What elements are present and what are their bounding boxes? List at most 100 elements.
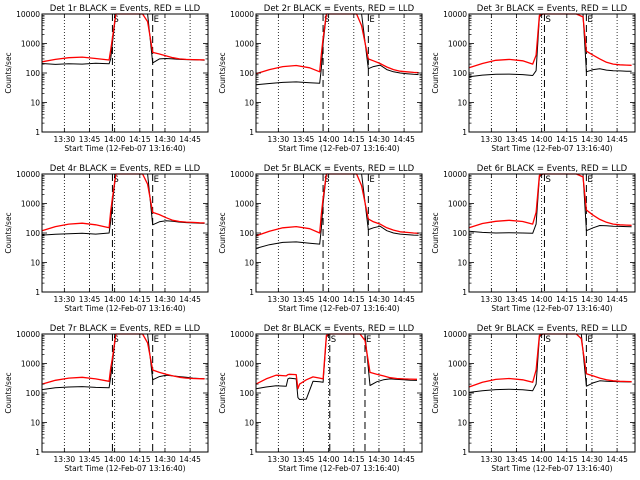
y-axis-label: Counts/sec xyxy=(218,372,227,413)
end-marker-label: E xyxy=(587,335,592,345)
x-tick-label: 14:00 xyxy=(104,135,126,144)
y-axis-label: Counts/sec xyxy=(4,372,13,413)
chart-title: Det 8r BLACK = Events, RED = LLD xyxy=(264,324,415,334)
x-tick-label: 13:30 xyxy=(54,295,76,304)
y-axis-label: Counts/sec xyxy=(218,52,227,93)
end-marker-label: E xyxy=(369,15,374,25)
events-series-line xyxy=(255,173,419,249)
y-tick-label: 1000 xyxy=(235,360,254,369)
x-tick-label: 14:30 xyxy=(368,295,390,304)
y-axis-label: Counts/sec xyxy=(218,212,227,253)
x-tick-label: 13:30 xyxy=(481,455,503,464)
y-tick-label: 1000 xyxy=(21,360,40,369)
x-tick-label: 14:45 xyxy=(606,455,628,464)
end-marker-label: E xyxy=(154,15,159,25)
x-tick-label: 14:15 xyxy=(129,135,151,144)
y-tick-label: 100 xyxy=(26,229,41,238)
chart-title: Det 9r BLACK = Events, RED = LLD xyxy=(477,324,628,334)
y-tick-label: 10 xyxy=(30,99,40,108)
y-tick-label: 1000 xyxy=(235,200,254,209)
lld-series-line xyxy=(255,173,419,237)
end-marker-label: E xyxy=(366,335,371,345)
y-tick-label: 10000 xyxy=(230,10,254,19)
x-tick-label: 13:45 xyxy=(79,455,101,464)
x-tick-label: 14:45 xyxy=(179,295,201,304)
y-tick-label: 1 xyxy=(35,288,40,297)
y-tick-label: 10000 xyxy=(16,10,40,19)
y-tick-label: 10 xyxy=(244,419,254,428)
y-tick-label: 100 xyxy=(453,69,468,78)
y-tick-label: 10000 xyxy=(443,170,467,179)
start-marker-label: S xyxy=(324,15,329,25)
x-tick-label: 14:45 xyxy=(606,135,628,144)
end-marker-label: E xyxy=(587,15,592,25)
x-tick-label: 14:45 xyxy=(179,455,201,464)
x-tick-label: 13:45 xyxy=(506,135,528,144)
y-tick-label: 100 xyxy=(453,389,468,398)
chart-title: Det 7r BLACK = Events, RED = LLD xyxy=(50,324,201,334)
plot-frame xyxy=(41,173,209,293)
plot-frame xyxy=(255,333,423,453)
x-tick-label: 14:15 xyxy=(343,295,365,304)
chart-title: Det 1r BLACK = Events, RED = LLD xyxy=(50,4,201,14)
lld-series-line xyxy=(41,173,205,232)
x-tick-label: 13:45 xyxy=(293,455,315,464)
events-series-line xyxy=(41,13,205,65)
y-tick-label: 10000 xyxy=(16,170,40,179)
x-tick-label: 13:45 xyxy=(293,295,315,304)
y-tick-label: 10000 xyxy=(443,10,467,19)
x-tick-label: 14:30 xyxy=(368,135,390,144)
x-tick-label: 14:45 xyxy=(393,135,415,144)
y-tick-label: 10 xyxy=(457,419,467,428)
x-tick-label: 14:00 xyxy=(104,295,126,304)
y-tick-label: 10 xyxy=(30,419,40,428)
x-tick-label: 14:00 xyxy=(531,135,553,144)
x-tick-label: 13:45 xyxy=(506,455,528,464)
y-tick-label: 1 xyxy=(462,128,467,137)
x-axis-label: Start Time (12-Feb-07 13:16:40) xyxy=(64,144,185,153)
y-tick-label: 10 xyxy=(30,259,40,268)
x-tick-label: 13:30 xyxy=(268,295,290,304)
start-marker-label: S xyxy=(545,175,550,185)
y-tick-label: 100 xyxy=(26,69,41,78)
y-tick-label: 10 xyxy=(457,259,467,268)
x-tick-label: 14:15 xyxy=(129,295,151,304)
x-tick-label: 14:15 xyxy=(129,455,151,464)
x-axis-label: Start Time (12-Feb-07 13:16:40) xyxy=(491,144,612,153)
x-tick-label: 14:15 xyxy=(343,135,365,144)
y-tick-label: 1 xyxy=(462,448,467,457)
x-axis-label: Start Time (12-Feb-07 13:16:40) xyxy=(64,464,185,473)
lld-series-line xyxy=(41,13,205,63)
x-tick-label: 14:45 xyxy=(179,135,201,144)
x-tick-label: 13:30 xyxy=(54,135,76,144)
plot-frame xyxy=(468,333,636,453)
x-axis-label: Start Time (12-Feb-07 13:16:40) xyxy=(278,464,399,473)
chart-title: Det 6r BLACK = Events, RED = LLD xyxy=(477,164,628,174)
y-tick-label: 1 xyxy=(249,448,254,457)
y-tick-label: 1 xyxy=(35,448,40,457)
y-tick-label: 10000 xyxy=(230,330,254,339)
x-tick-label: 14:00 xyxy=(318,455,340,464)
y-tick-label: 1000 xyxy=(21,40,40,49)
x-tick-label: 14:30 xyxy=(581,295,603,304)
y-axis-label: Counts/sec xyxy=(431,52,440,93)
x-tick-label: 14:00 xyxy=(531,455,553,464)
y-axis-label: Counts/sec xyxy=(4,52,13,93)
x-tick-label: 13:45 xyxy=(506,295,528,304)
chart-title: Det 2r BLACK = Events, RED = LLD xyxy=(264,4,415,14)
x-tick-label: 14:00 xyxy=(104,455,126,464)
x-tick-label: 13:45 xyxy=(79,135,101,144)
x-tick-label: 14:15 xyxy=(343,455,365,464)
x-tick-label: 14:45 xyxy=(393,455,415,464)
y-tick-label: 1 xyxy=(249,128,254,137)
start-marker-label: S xyxy=(331,335,336,345)
x-tick-label: 14:30 xyxy=(581,455,603,464)
start-marker-label: S xyxy=(113,335,118,345)
